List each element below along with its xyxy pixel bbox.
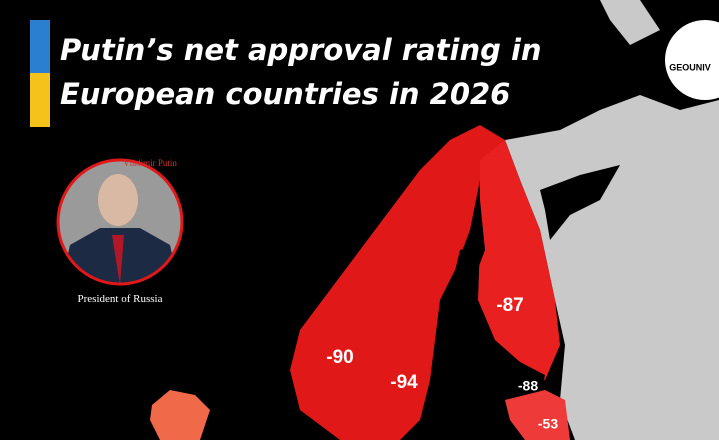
region-value: -88 (518, 378, 538, 394)
portrait-name: Vladimir Putin (123, 158, 177, 168)
title-line: Putin’s net approval rating in (60, 33, 542, 67)
portrait-caption: President of Russia (78, 293, 163, 305)
white-sea (540, 165, 620, 240)
region-finland (470, 140, 560, 380)
land-russia (505, 95, 719, 440)
title-line: European countries in 2026 (60, 77, 510, 111)
flag-yellow (30, 73, 50, 127)
land-arctic (600, 0, 660, 45)
region-value: -53 (538, 416, 558, 432)
region-value: -90 (326, 347, 353, 368)
region-value: -94 (390, 372, 418, 393)
region-norway-sweden (290, 125, 505, 440)
baltic-sea (425, 245, 545, 440)
watermark-badge (665, 20, 719, 100)
region-baltics (505, 390, 570, 440)
portrait-photo (58, 160, 182, 284)
watermark: GEOUNIV (669, 62, 711, 72)
region-scotland (150, 390, 210, 440)
flag-blue (30, 20, 50, 73)
region-value: -87 (496, 295, 523, 316)
portrait-frame (56, 158, 184, 286)
